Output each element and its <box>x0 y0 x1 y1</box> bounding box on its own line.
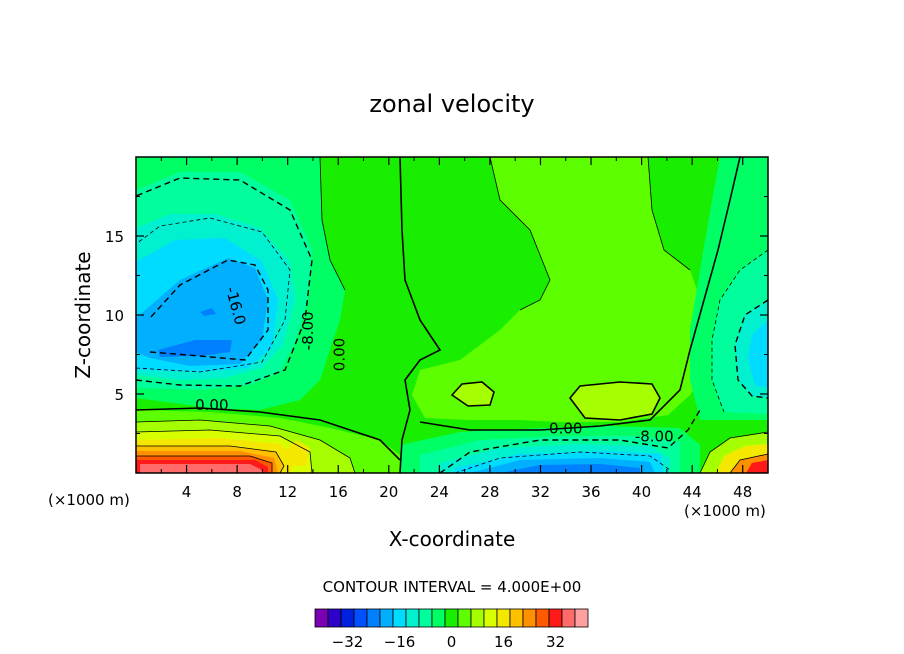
x-tick-label: 44 <box>683 483 702 501</box>
contour-minus12 <box>136 217 291 373</box>
colorbar-swatch <box>431 608 446 628</box>
contour-bottom-warm-3 <box>136 445 285 473</box>
contour-zero-blob-1 <box>450 381 495 407</box>
region-blue <box>158 340 232 357</box>
colorbar-swatch <box>548 608 563 628</box>
contour-bottom-right-minus12 <box>454 451 671 473</box>
region-right-cyan2 <box>748 320 768 388</box>
contour-zero-blob-2 <box>568 381 661 421</box>
y-tick-label: 5 <box>114 386 124 404</box>
region-blue-small <box>200 308 216 316</box>
colorbar-tick-label: −32 <box>332 633 364 651</box>
contour-label: 0.00 <box>331 338 349 371</box>
region-corner-red <box>746 460 768 473</box>
contour-right-minus8 <box>734 299 768 399</box>
colorbar-swatch <box>366 608 381 628</box>
colorbar-tick-label: 0 <box>447 633 457 651</box>
region-bottom-yellow-blob <box>286 440 310 466</box>
colorbar-swatch <box>483 608 498 628</box>
contour-corner-1 <box>699 431 768 473</box>
contour-bottom-warm-1 <box>136 419 356 473</box>
x-tick-label: 32 <box>531 483 550 501</box>
colorbar-swatch <box>444 608 459 628</box>
y-tick-label: 10 <box>105 307 124 325</box>
contour-fill <box>136 157 768 473</box>
x-unit-left: (×1000 m) <box>48 491 130 509</box>
contour-label: 0.00 <box>195 396 228 414</box>
colorbar-swatch <box>470 608 485 628</box>
contour-bottom-right-minus8 <box>439 409 701 473</box>
contour-zero-right <box>419 157 741 431</box>
colorbar-swatch <box>561 608 576 628</box>
contour-corner-2 <box>729 453 768 473</box>
colorbar-swatch <box>392 608 407 628</box>
contour-zero-main <box>399 157 442 473</box>
x-tick-label: 40 <box>632 483 651 501</box>
colorbar-swatch <box>509 608 524 628</box>
colorbar-swatch <box>379 608 394 628</box>
contour-label: 0.00 <box>549 420 582 438</box>
region-blob-2 <box>570 382 660 420</box>
x-tick-label: 4 <box>182 483 192 501</box>
colorbar-swatch <box>405 608 420 628</box>
colorbar-swatch <box>574 608 589 628</box>
region-light-green <box>412 157 706 422</box>
region-blob-1 <box>452 382 494 406</box>
colorbar-swatch <box>418 608 433 628</box>
contour-thin-mid <box>489 157 551 311</box>
x-tick-label: 48 <box>733 483 752 501</box>
colorbar-swatch <box>496 608 511 628</box>
x-tick-label: 36 <box>581 483 600 501</box>
colorbar-tick-label: −16 <box>384 633 416 651</box>
contour-thin-top <box>319 157 346 291</box>
contour-label: -8.00 <box>635 427 674 445</box>
y-axis-label: Z-coordinate <box>71 251 95 378</box>
colorbar-swatch <box>522 608 537 628</box>
colorbar: −32 −16 0 16 32 <box>314 608 589 651</box>
colorbar-swatch <box>535 608 550 628</box>
region-bottom-right-blue <box>500 464 640 473</box>
x-tick-label: 16 <box>329 483 348 501</box>
region-bottom-pink <box>140 464 262 473</box>
contour-thin-right <box>647 157 691 271</box>
contour-bottom-warm-2 <box>136 429 313 473</box>
colorbar-swatch <box>327 608 342 628</box>
y-axis: 5 10 15 <box>105 196 768 434</box>
chart-title: zonal velocity <box>369 90 534 118</box>
x-tick-label: 24 <box>430 483 449 501</box>
x-tick-label: 20 <box>379 483 398 501</box>
colorbar-swatch <box>353 608 368 628</box>
x-axis: 4 8 12 16 20 24 28 32 36 40 44 48 <box>160 157 752 501</box>
contour-interval-text: CONTOUR INTERVAL = 4.000E+00 <box>323 578 582 596</box>
contour-zero-left <box>136 407 401 461</box>
contour-right-minus4 <box>711 249 768 413</box>
contour-minus8 <box>136 177 313 387</box>
colorbar-swatch <box>314 608 329 628</box>
contour-lines <box>136 157 768 473</box>
x-unit-right: (×1000 m) <box>684 502 766 520</box>
x-tick-label: 12 <box>278 483 297 501</box>
y-tick-label: 15 <box>105 228 124 246</box>
colorbar-swatch <box>340 608 355 628</box>
colorbar-swatch <box>457 608 472 628</box>
x-tick-label: 8 <box>232 483 242 501</box>
contour-minus16 <box>149 259 269 361</box>
contour-label: -8.00 <box>299 311 317 350</box>
x-axis-label: X-coordinate <box>389 527 516 551</box>
contour-bottom-warm-4 <box>136 455 273 473</box>
colorbar-tick-label: 32 <box>546 633 565 651</box>
x-tick-label: 28 <box>480 483 499 501</box>
colorbar-tick-label: 16 <box>494 633 513 651</box>
